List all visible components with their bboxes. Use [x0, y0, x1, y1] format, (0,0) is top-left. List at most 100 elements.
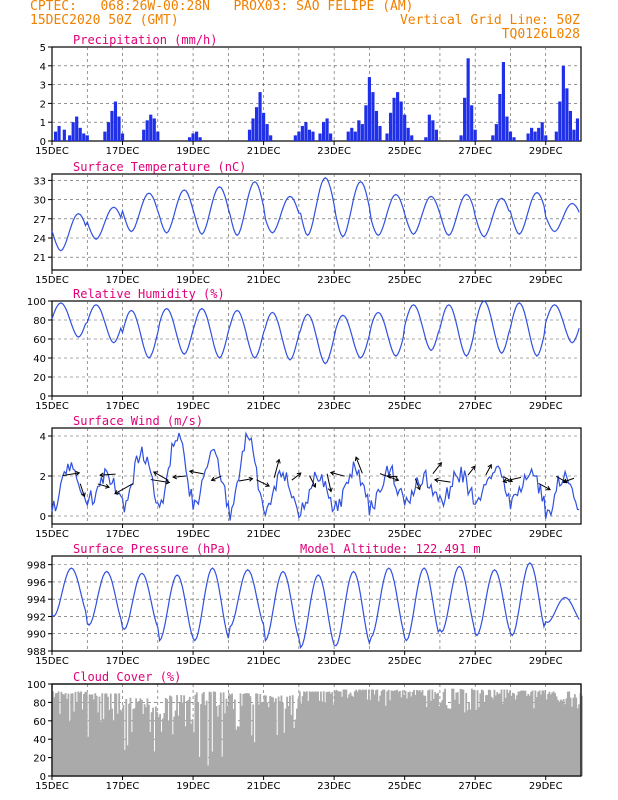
cloud-bar: [408, 691, 411, 776]
y-tick-label: 27: [33, 215, 46, 226]
precip-bar: [561, 65, 565, 141]
precip-bar: [307, 129, 312, 141]
precip-bar: [113, 101, 118, 141]
x-tick-label: 23DEC: [317, 781, 351, 792]
precip-bar: [554, 131, 558, 141]
precip-bar: [505, 116, 509, 141]
cloud-bar: [171, 734, 174, 776]
precip-bar: [494, 124, 498, 141]
cloud-bar: [239, 693, 242, 776]
precip-bar: [254, 107, 259, 141]
cloud-bar: [224, 713, 226, 776]
wind-arrow: [326, 473, 332, 492]
cloud-bar: [205, 700, 208, 776]
cloud-bar: [475, 709, 478, 776]
cloud-bar: [322, 691, 325, 776]
cloud-bar: [423, 695, 425, 776]
cloud-bar: [342, 689, 345, 776]
x-tick-label: 21DEC: [247, 656, 281, 667]
cloud-bar: [190, 723, 193, 776]
precip-bar: [142, 129, 146, 141]
cloud-bar: [301, 696, 304, 776]
cloud-bar: [195, 692, 198, 776]
cloud-bar: [507, 692, 510, 776]
cloud-bar: [265, 695, 267, 776]
cloud-bar: [125, 698, 128, 776]
wind-arrow-head: [248, 476, 254, 482]
cloud-bar: [575, 697, 578, 776]
wind-arrow-head: [275, 458, 281, 464]
y-tick-label: 100: [27, 680, 46, 691]
x-tick-label: 25DEC: [388, 656, 422, 667]
cloud-bar: [169, 695, 171, 776]
cloud-bar: [370, 689, 373, 776]
cloud-bar: [198, 756, 201, 776]
cloud-bar: [228, 693, 231, 776]
x-tick-label: 15DEC: [35, 529, 69, 540]
cloud-bar: [497, 693, 500, 776]
y-tick-label: 994: [27, 595, 46, 606]
cloud-bar: [291, 695, 294, 776]
cloud-bar: [557, 699, 559, 776]
cloud-bar: [338, 691, 341, 776]
precip-bar: [406, 127, 410, 141]
precip-bar: [572, 129, 576, 141]
cloud-bar: [71, 693, 74, 776]
cloud-bar: [355, 689, 358, 776]
cloud-bar: [558, 701, 561, 776]
x-tick-label: 29DEC: [529, 401, 563, 412]
cloud-bar: [391, 690, 394, 776]
cloud-bar: [451, 688, 454, 776]
cloud-bar: [375, 690, 377, 776]
cloud-bar: [191, 719, 194, 776]
cloud-bar: [386, 691, 389, 776]
cloud-bar: [293, 728, 296, 776]
cloud-bar: [83, 693, 85, 776]
cloud-bar: [156, 712, 159, 776]
cloud-bar: [521, 690, 524, 776]
wind-arrow: [97, 483, 110, 488]
cloud-bar: [276, 735, 279, 776]
x-tick-label: 29DEC: [529, 275, 563, 286]
precip-bar: [318, 133, 322, 141]
panel-title: Relative Humidity (%): [73, 287, 225, 301]
series-line: [51, 562, 580, 649]
precip-bar: [187, 137, 192, 141]
cloud-bar: [469, 709, 472, 776]
cloud-bar: [421, 690, 424, 776]
cloud-bar: [527, 693, 530, 776]
cloud-bar: [346, 697, 349, 776]
wind-arrow: [173, 475, 187, 478]
precip-bar: [120, 133, 125, 141]
precip-bar: [565, 88, 569, 141]
precip-bar: [388, 112, 393, 141]
x-tick-label: 23DEC: [317, 146, 351, 157]
precip-bar: [57, 125, 61, 141]
header-grid-line: Vertical Grid Line: 50Z: [399, 13, 580, 28]
wind-arrow: [355, 457, 363, 474]
cloud-bar: [63, 694, 66, 776]
cloud-bar: [183, 695, 186, 776]
wind-arrow-head: [502, 478, 508, 484]
cloud-bar: [311, 691, 314, 776]
cloud-bar: [540, 694, 542, 776]
cloud-bar: [325, 691, 328, 776]
cloud-bar: [178, 702, 181, 776]
cloud-bar: [147, 704, 150, 776]
cloud-bar: [153, 751, 156, 776]
precip-bar: [575, 118, 580, 141]
cloud-bar: [133, 708, 136, 776]
x-tick-label: 19DEC: [176, 275, 210, 286]
precip-bar: [371, 92, 375, 141]
precip-bar: [247, 129, 252, 141]
cloud-bar: [499, 693, 501, 776]
precip-bar: [350, 127, 354, 141]
cloud-bar: [320, 691, 322, 776]
precip-bar: [378, 125, 382, 141]
cloud-bar: [478, 707, 480, 776]
precip-bar: [191, 133, 195, 141]
cloud-bar: [428, 689, 431, 776]
cloud-bar: [170, 696, 173, 776]
cloud-bar: [329, 693, 332, 776]
